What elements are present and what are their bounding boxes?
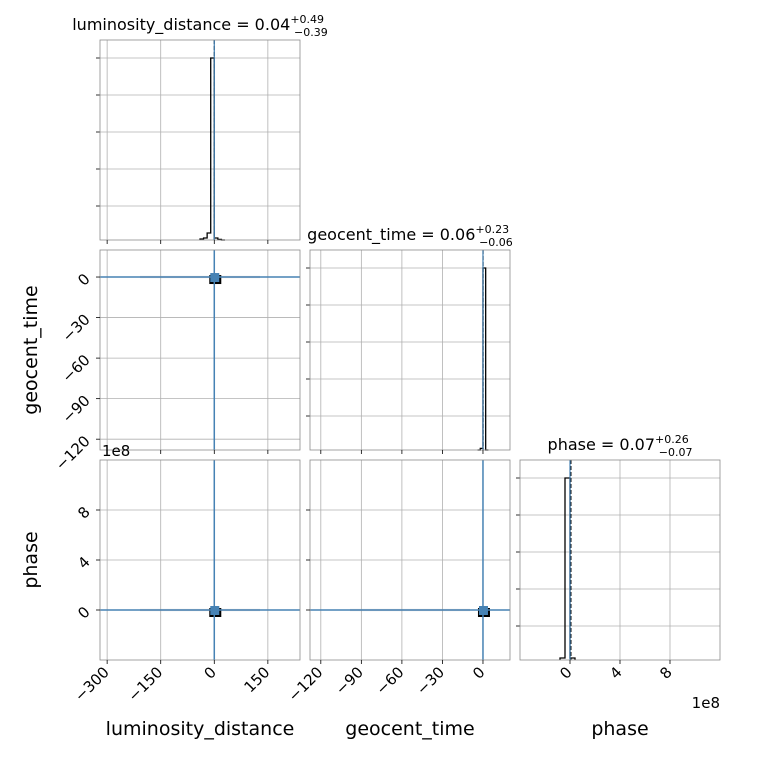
x-tick-label: −30 [413, 663, 448, 698]
y-tick-label: 4 [74, 553, 93, 572]
panel-title-phase: phase = 0.07+0.26 −0.07 [548, 433, 693, 459]
panel-2d-geocent_time-phase [306, 459, 511, 664]
title-main: phase = 0.07 [548, 435, 655, 454]
x-tick-label: 0 [200, 663, 219, 682]
y-tick-label: 8 [74, 503, 93, 522]
panel-2d-luminosity_distance-phase [96, 459, 301, 664]
y-tick-label: 0 [74, 603, 93, 622]
x-tick-label: 150 [241, 663, 274, 696]
panel-frame [99, 39, 301, 241]
x-tick-label: −150 [125, 663, 167, 705]
y-tick-label: −30 [59, 310, 94, 345]
x-tick-label: −90 [332, 663, 367, 698]
x-tick-label: 4 [606, 663, 625, 682]
hist-panel-luminosity_distance: luminosity_distance = 0.04+0.49 −0.39 [72, 13, 328, 244]
title-minus: −0.07 [659, 446, 693, 459]
title-main: geocent_time = 0.06 [307, 225, 475, 245]
x-tick-label: 8 [656, 663, 675, 682]
hist-panel-phase: phase = 0.07+0.26 −0.07 [516, 433, 721, 664]
y-axis-label-phase: phase [20, 531, 42, 588]
title-plus: +0.49 [290, 13, 324, 26]
histogram-luminosity_distance [199, 57, 225, 241]
y-tick-label: −120 [52, 432, 94, 474]
x-tick-label: −120 [285, 663, 327, 705]
y-axis-label-geocent_time: geocent_time [20, 285, 42, 414]
y-tick-label: −90 [59, 392, 94, 427]
title-plus: +0.23 [475, 223, 509, 236]
y-offset-text: 1e8 [102, 442, 130, 460]
title-plus: +0.26 [655, 433, 689, 446]
x-axis-label-luminosity_distance: luminosity_distance [106, 718, 295, 740]
x-tick-label: −60 [372, 663, 407, 698]
x-axis-label-geocent_time: geocent_time [345, 718, 474, 740]
panel-title-geocent_time: geocent_time = 0.06+0.23 −0.06 [307, 223, 513, 249]
x-tick-label: 0 [556, 663, 575, 682]
histogram-phase [559, 477, 576, 660]
x-tick-label: −300 [71, 663, 113, 705]
title-minus: −0.39 [294, 26, 328, 39]
panel-2d-luminosity_distance-geocent_time [96, 249, 301, 454]
y-tick-label: 0 [74, 270, 93, 289]
x-axis-label-phase: phase [591, 718, 648, 740]
panel-frame [309, 249, 511, 451]
hist-panel-geocent_time: geocent_time = 0.06+0.23 −0.06 [306, 223, 513, 454]
title-minus: −0.06 [479, 236, 513, 249]
x-tick-label: 0 [469, 663, 488, 682]
panel-title-luminosity_distance: luminosity_distance = 0.04+0.49 −0.39 [72, 13, 328, 39]
title-main: luminosity_distance = 0.04 [72, 15, 290, 35]
x-offset-text: 1e8 [692, 694, 720, 712]
panel-frame [99, 249, 301, 451]
y-tick-label: −60 [59, 351, 94, 386]
